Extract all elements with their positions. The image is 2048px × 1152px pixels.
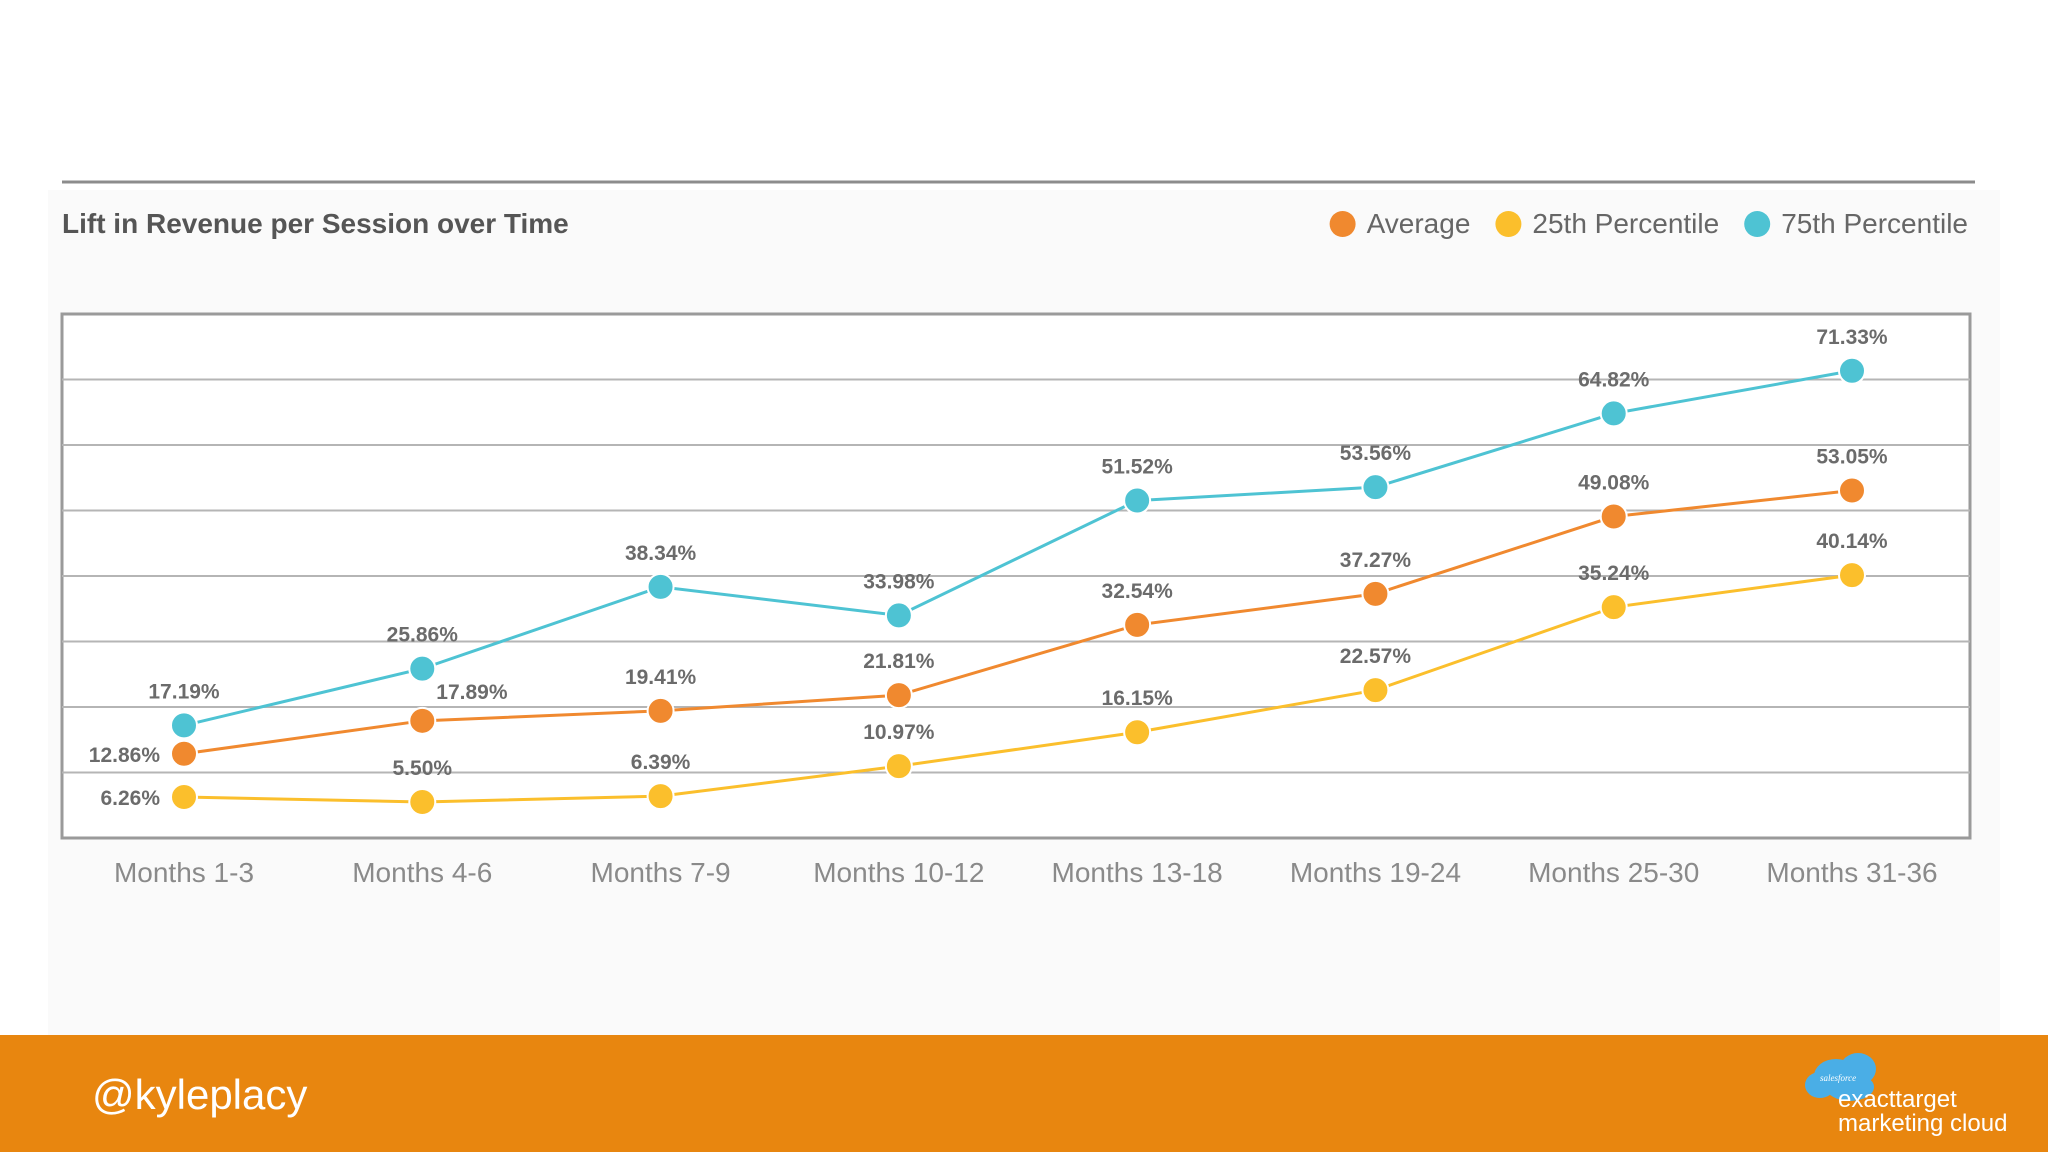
series-line	[183, 573, 1853, 804]
data-label: 71.33%	[1816, 326, 1888, 349]
data-point	[1599, 399, 1628, 428]
series-lines	[183, 369, 1853, 804]
data-label: 12.86%	[89, 744, 161, 767]
data-point	[646, 696, 675, 725]
series-line	[183, 489, 1853, 756]
x-axis: Months 1-3 Months 4-6 Months 7-9 Months 10-…	[114, 857, 1938, 888]
data-label: 35.24%	[1578, 562, 1650, 585]
exacttarget-logo: salesforce exacttarget marketing cloud	[1805, 1053, 2007, 1137]
data-label: 17.19%	[148, 680, 220, 703]
data-label: 33.98%	[863, 570, 935, 593]
data-point	[646, 782, 675, 811]
x-tick-label: Months 1-3	[114, 857, 254, 888]
data-label: 64.82%	[1578, 368, 1650, 391]
data-point	[1599, 593, 1628, 622]
legend-label: Average	[1367, 208, 1471, 239]
x-tick-label: Months 4-6	[352, 857, 492, 888]
data-label: 19.41%	[625, 666, 697, 689]
data-label: 38.34%	[625, 542, 697, 565]
data-label: 25.86%	[387, 624, 459, 647]
data-label: 37.27%	[1340, 549, 1412, 572]
data-point	[1123, 718, 1152, 747]
data-label: 22.57%	[1340, 645, 1412, 668]
data-point	[884, 601, 913, 630]
data-label: 10.97%	[863, 721, 935, 744]
data-label: 6.26%	[100, 787, 160, 810]
data-point	[646, 572, 675, 601]
footer-bar: @kyleplacy salesforce exacttarget market…	[0, 1035, 2048, 1152]
data-label: 5.50%	[393, 757, 453, 780]
data-labels: 12.86% 17.89% 19.41% 21.81% 32.54% 37.27% 49.0…	[89, 326, 1888, 810]
data-point	[1838, 356, 1866, 385]
logo-line-2: marketing cloud	[1838, 1110, 2007, 1137]
salesforce-cloud-icon: salesforce	[1805, 1053, 1876, 1101]
data-point	[408, 706, 437, 735]
twitter-handle: @kyleplacy	[92, 1071, 308, 1118]
x-tick-label: Months 25-30	[1528, 857, 1699, 888]
series-points	[170, 356, 1866, 816]
data-point	[884, 752, 913, 781]
data-label: 51.52%	[1102, 456, 1174, 479]
logo-line-1: exacttarget	[1838, 1086, 1957, 1113]
gridlines	[62, 378, 1970, 774]
x-tick-label: Months 10-12	[813, 857, 984, 888]
x-tick-label: Months 13-18	[1052, 857, 1223, 888]
data-point	[170, 711, 198, 740]
salesforce-wordmark: salesforce	[1820, 1073, 1856, 1083]
data-point	[1123, 610, 1152, 639]
chart-title: Lift in Revenue per Session over Time	[62, 208, 569, 239]
data-label: 53.05%	[1816, 446, 1888, 469]
data-point	[408, 654, 437, 683]
data-point	[170, 739, 198, 768]
data-point	[1361, 579, 1390, 608]
data-point	[884, 681, 913, 710]
legend-label: 75th Percentile	[1781, 208, 1968, 239]
data-label: 6.39%	[631, 751, 691, 774]
data-label: 16.15%	[1102, 687, 1174, 710]
x-tick-label: Months 31-36	[1766, 857, 1937, 888]
legend-marker	[1329, 211, 1356, 237]
series-line	[183, 369, 1853, 727]
data-label: 40.14%	[1816, 530, 1888, 553]
data-label: 32.54%	[1102, 580, 1174, 603]
data-point	[1361, 676, 1390, 705]
data-label: 53.56%	[1340, 442, 1412, 465]
line-chart: Lift in Revenue per Session over Time 75…	[60, 180, 1975, 888]
data-point	[1838, 561, 1866, 590]
data-point	[1123, 486, 1152, 515]
data-point	[408, 787, 437, 816]
x-tick-label: Months 19-24	[1290, 857, 1461, 888]
data-label: 21.81%	[863, 650, 935, 673]
data-point	[1838, 476, 1866, 505]
legend-marker	[1495, 211, 1522, 237]
legend-marker	[1744, 211, 1771, 237]
data-point	[170, 782, 198, 811]
data-label: 49.08%	[1578, 472, 1650, 495]
data-point	[1361, 473, 1390, 502]
legend-label: 25th Percentile	[1532, 208, 1719, 239]
data-point	[1599, 502, 1628, 531]
legend: 75th Percentile 25th Percentile Average	[1329, 208, 1968, 239]
x-tick-label: Months 7-9	[591, 857, 731, 888]
data-label: 17.89%	[436, 681, 508, 704]
